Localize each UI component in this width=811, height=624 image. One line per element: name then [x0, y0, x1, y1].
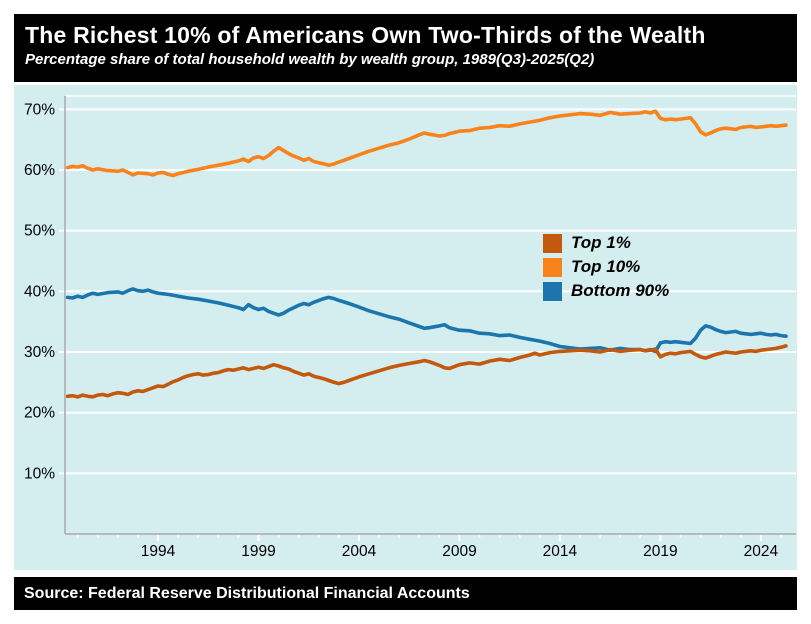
legend-label-bottom-90pct: Bottom 90%	[571, 281, 670, 300]
legend-swatch-top-10pct	[543, 257, 562, 277]
legend-item-bottom-90pct: Bottom 90%	[543, 279, 669, 303]
legend-swatch-bottom-90pct	[543, 281, 562, 301]
source-note: Source: Federal Reserve Distributional F…	[24, 585, 470, 602]
line-bottom-90	[65, 287, 788, 354]
legend-swatch-top-1pct	[543, 233, 562, 253]
y-axis-label: 10%	[24, 465, 55, 482]
chart-title: The Richest 10% of Americans Own Two-Thi…	[25, 22, 706, 48]
y-axis-label: 40%	[24, 283, 55, 300]
footer-bar: Source: Federal Reserve Distributional F…	[14, 577, 797, 610]
legend-label-top-1pct: Top 1%	[571, 233, 631, 252]
x-axis-label: 2009	[442, 543, 476, 560]
x-axis-label: 2004	[342, 543, 377, 560]
y-axis-label: 50%	[24, 223, 55, 240]
y-axis-label: 30%	[24, 344, 55, 361]
y-axis-label: 70%	[24, 101, 55, 118]
x-axis-label: 1999	[241, 543, 275, 560]
x-axis-label: 2019	[643, 543, 677, 560]
y-axis-label: 20%	[24, 405, 55, 422]
line-top-1	[65, 344, 788, 399]
legend-item-top-1pct: Top 1%	[543, 231, 669, 255]
legend-item-top-10pct: Top 10%	[543, 255, 669, 279]
line-top-10	[65, 109, 788, 178]
x-axis-label: 2024	[744, 543, 779, 560]
chart-subtitle: Percentage share of total household weal…	[25, 51, 595, 68]
legend-label-top-10pct: Top 10%	[571, 257, 641, 276]
x-axis-label: 1994	[141, 543, 176, 560]
x-axis-label: 2014	[543, 543, 578, 560]
chart-panel: 10% 20% 30% 40% 50% 60% 70% 1994 1999 2004 2009 201…	[14, 85, 797, 570]
legend: Top 1% Top 10% Bottom 90%	[543, 231, 669, 303]
y-axis-label: 60%	[24, 162, 55, 179]
wealth-share-line-chart: 10% 20% 30% 40% 50% 60% 70% 1994 1999 2004 2009 201…	[24, 95, 796, 560]
header-bar: The Richest 10% of Americans Own Two-Thi…	[14, 14, 797, 82]
